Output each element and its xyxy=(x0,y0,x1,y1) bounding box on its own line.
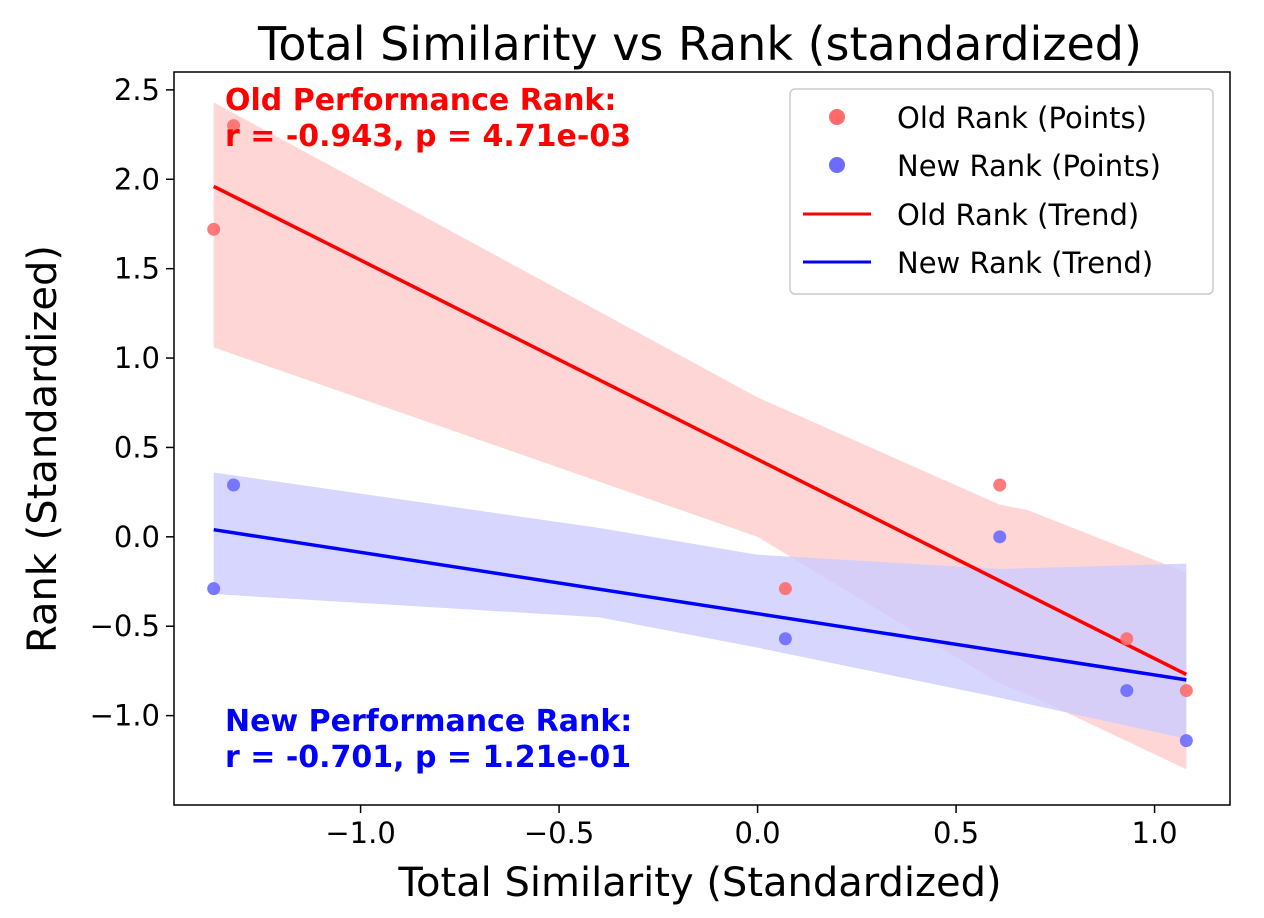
y-tick-label: 1.0 xyxy=(114,341,160,375)
old-annotation-line2: r = -0.943, p = 4.71e-03 xyxy=(225,119,631,154)
legend-new-points-marker xyxy=(829,157,845,173)
x-tick-label: −0.5 xyxy=(524,816,594,850)
legend-new-trend-label: New Rank (Trend) xyxy=(897,246,1153,280)
y-tick-label: 1.5 xyxy=(114,252,160,286)
new-annotation-line2: r = -0.701, p = 1.21e-01 xyxy=(225,740,631,775)
trend-line-old xyxy=(212,184,1188,677)
trend-line-new xyxy=(213,527,1187,682)
plot-frame xyxy=(173,71,1231,806)
x-tick-label: −1.0 xyxy=(325,816,395,850)
y-axis-label: Rank (Standardized) xyxy=(20,245,66,653)
y-tick-label: −1.0 xyxy=(90,699,160,733)
point-new-2 xyxy=(778,632,792,646)
old-annotation: Old Performance Rank: r = -0.943, p = 4.… xyxy=(225,83,631,154)
legend-old-points-marker xyxy=(829,109,845,125)
old-annotation-line1: Old Performance Rank: xyxy=(225,83,616,118)
point-new-5 xyxy=(1179,734,1193,748)
legend-old-trend-label: Old Rank (Trend) xyxy=(897,198,1139,232)
point-new-1 xyxy=(227,478,241,492)
trend-lines xyxy=(212,184,1188,682)
y-tick-label: 0.0 xyxy=(114,520,160,554)
point-old-5 xyxy=(1179,684,1193,698)
x-axis-ticks: −1.0 −0.5 0.0 0.5 1.0 xyxy=(325,805,1178,850)
x-axis-label: Total Similarity (Standardized) xyxy=(397,860,1001,906)
data-points xyxy=(207,119,1193,748)
y-tick-label: 2.0 xyxy=(114,162,160,196)
x-tick-label: 1.0 xyxy=(1132,816,1178,850)
legend-box xyxy=(789,88,1214,295)
point-old-0 xyxy=(207,222,221,236)
point-old-1 xyxy=(227,119,241,133)
chart-title: Total Similarity vs Rank (standardized) xyxy=(257,17,1142,71)
y-tick-label: −0.5 xyxy=(90,609,160,643)
legend-new-points-label: New Rank (Points) xyxy=(897,149,1161,183)
legend: Old Rank (Points) New Rank (Points) Old … xyxy=(789,88,1214,295)
point-new-4 xyxy=(1120,684,1134,698)
y-tick-label: 0.5 xyxy=(114,430,160,464)
y-tick-label: 2.5 xyxy=(114,73,160,107)
x-tick-label: 0.5 xyxy=(933,816,979,850)
point-new-0 xyxy=(207,582,221,596)
new-annotation: New Performance Rank: r = -0.701, p = 1.… xyxy=(225,704,632,775)
y-axis-ticks: −1.0 −0.5 0.0 0.5 1.0 1.5 2.0 2.5 xyxy=(90,73,174,733)
point-old-2 xyxy=(778,582,792,596)
legend-old-points-label: Old Rank (Points) xyxy=(897,101,1147,135)
point-old-4 xyxy=(1120,632,1134,646)
point-new-3 xyxy=(993,530,1007,544)
point-old-3 xyxy=(993,478,1007,492)
new-annotation-line1: New Performance Rank: xyxy=(225,704,632,739)
x-tick-label: 0.0 xyxy=(735,816,781,850)
